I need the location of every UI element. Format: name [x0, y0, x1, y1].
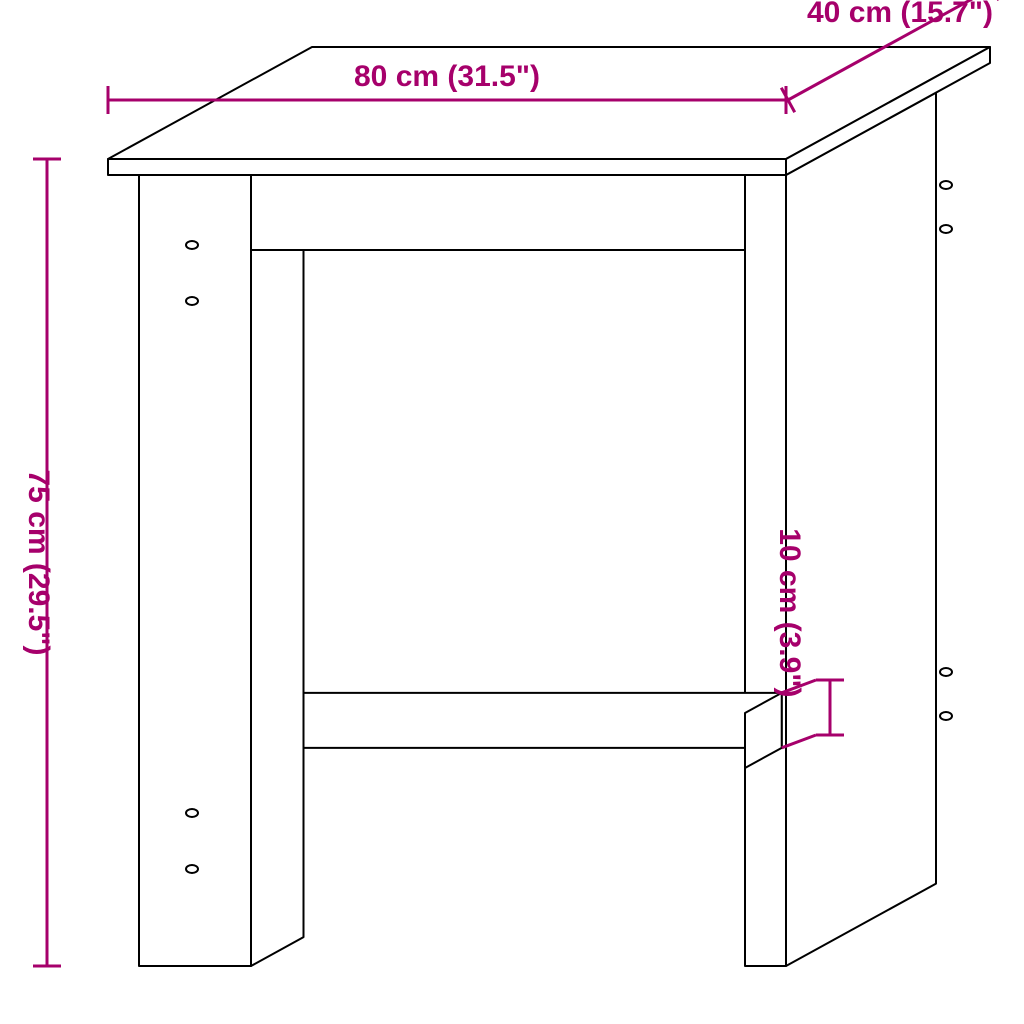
left-leg-front: [139, 175, 251, 966]
assembly-hole: [940, 225, 952, 233]
front-apron: [251, 175, 745, 250]
lower-rail-back: [288, 693, 782, 748]
dim-label-rail: 10 cm (3.9"): [773, 528, 806, 697]
dim-label-width: 80 cm (31.5"): [354, 60, 540, 93]
left-leg-side: [251, 146, 304, 966]
dim-label-depth: 40 cm (15.7"): [807, 0, 993, 29]
dim-label-height: 75 cm (29.5"): [22, 470, 55, 656]
assembly-hole: [940, 668, 952, 676]
assembly-hole: [940, 712, 952, 720]
tabletop-front-edge: [108, 159, 786, 175]
assembly-hole: [940, 181, 952, 189]
right-leg-side: [786, 93, 936, 966]
